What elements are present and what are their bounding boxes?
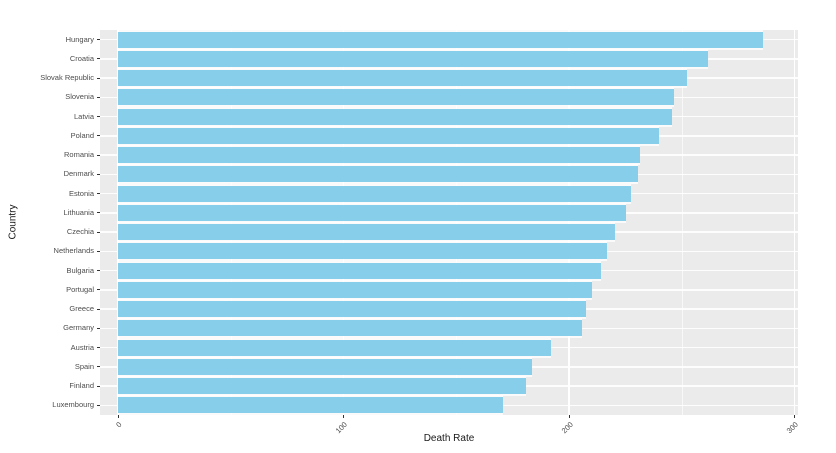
y-tick-label: Spain bbox=[74, 361, 94, 371]
y-tick-mark bbox=[96, 347, 100, 349]
plot-panel bbox=[100, 30, 798, 415]
bar-romania bbox=[118, 147, 640, 164]
y-tick-mark bbox=[96, 193, 100, 195]
y-tick-label: Lithuania bbox=[63, 207, 94, 217]
bar-row bbox=[100, 223, 798, 242]
bar-finland bbox=[118, 378, 527, 395]
bar-austria bbox=[118, 339, 551, 356]
minor-gridline bbox=[230, 30, 232, 415]
x-tick-label-text: 0 bbox=[114, 420, 124, 430]
bar-greece bbox=[118, 301, 586, 318]
y-tick-mark bbox=[96, 39, 100, 41]
bar-row bbox=[100, 30, 798, 49]
bar-row bbox=[100, 146, 798, 165]
bar-spain bbox=[118, 358, 533, 375]
bar-slovenia bbox=[118, 89, 674, 106]
bar-lithuania bbox=[118, 204, 626, 221]
minor-gridline bbox=[681, 30, 683, 415]
major-gridline bbox=[342, 30, 345, 415]
y-tick-label: Portugal bbox=[66, 284, 94, 294]
x-tick-mark bbox=[568, 415, 570, 418]
y-tick-label: Netherlands bbox=[53, 246, 94, 256]
bar-latvia bbox=[118, 108, 672, 125]
y-tick-mark bbox=[96, 231, 100, 233]
x-tick-mark bbox=[794, 415, 796, 418]
minor-gridline bbox=[456, 30, 458, 415]
bar-portugal bbox=[118, 281, 593, 298]
y-tick-label: Romania bbox=[63, 150, 94, 160]
bar-row bbox=[100, 319, 798, 338]
bar-czechia bbox=[118, 224, 616, 241]
bar-row bbox=[100, 126, 798, 145]
x-tick-mark bbox=[117, 415, 119, 418]
bar-estonia bbox=[118, 185, 632, 202]
y-tick-label: Poland bbox=[70, 130, 94, 140]
y-tick-mark bbox=[96, 96, 100, 98]
y-tick-mark bbox=[96, 366, 100, 368]
x-axis-title: Death Rate bbox=[423, 433, 475, 444]
bar-row bbox=[100, 203, 798, 222]
y-tick-label: Germany bbox=[63, 323, 94, 333]
bar-row bbox=[100, 242, 798, 261]
y-tick-mark bbox=[96, 385, 100, 387]
bar-netherlands bbox=[118, 243, 608, 260]
major-gridline bbox=[117, 30, 119, 415]
y-axis-title: Country bbox=[7, 204, 19, 240]
bar-row bbox=[100, 165, 798, 184]
x-tick-mark bbox=[343, 415, 344, 418]
y-tick-label: Slovak Republic bbox=[40, 73, 94, 83]
bar-hungary bbox=[118, 31, 763, 48]
y-tick-label: Finland bbox=[69, 381, 94, 391]
major-gridline bbox=[568, 30, 570, 415]
bar-row bbox=[100, 88, 798, 107]
y-tick-label: Slovenia bbox=[65, 92, 94, 102]
y-tick-mark bbox=[96, 327, 100, 329]
bar-croatia bbox=[118, 50, 708, 67]
bar-row bbox=[100, 261, 798, 280]
y-tick-label: Luxembourg bbox=[52, 400, 94, 410]
bar-row bbox=[100, 280, 798, 299]
y-tick-label: Estonia bbox=[68, 188, 94, 198]
bar-denmark bbox=[118, 166, 639, 183]
y-tick-mark bbox=[96, 404, 100, 406]
bar-bulgaria bbox=[118, 262, 602, 279]
y-tick-mark bbox=[96, 173, 100, 175]
bar-row bbox=[100, 49, 798, 68]
bar-poland bbox=[118, 127, 660, 144]
y-tick-label: Czechia bbox=[66, 227, 94, 237]
bar-row bbox=[100, 300, 798, 319]
y-tick-mark bbox=[96, 154, 100, 156]
bar-row bbox=[100, 396, 798, 415]
y-tick-label: Croatia bbox=[69, 53, 94, 63]
y-tick-mark bbox=[96, 135, 100, 137]
bar-row bbox=[100, 377, 798, 396]
bar-row bbox=[100, 107, 798, 126]
bar-row bbox=[100, 338, 798, 357]
y-tick-mark bbox=[96, 289, 100, 291]
y-tick-label: Bulgaria bbox=[66, 265, 94, 275]
y-tick-mark bbox=[96, 77, 100, 79]
bar-row bbox=[100, 357, 798, 376]
y-tick-mark bbox=[96, 250, 100, 252]
y-tick-mark bbox=[96, 116, 100, 118]
bar-row bbox=[100, 184, 798, 203]
bar-row bbox=[100, 69, 798, 88]
y-tick-label: Austria bbox=[70, 342, 94, 352]
y-tick-label: Denmark bbox=[63, 169, 94, 179]
y-tick-mark bbox=[96, 58, 100, 60]
y-tick-label: Hungary bbox=[65, 34, 94, 44]
y-tick-mark bbox=[96, 308, 100, 310]
bar-slovak-republic bbox=[118, 70, 688, 87]
y-tick-label: Greece bbox=[69, 304, 94, 314]
y-tick-mark bbox=[96, 270, 100, 272]
y-tick-label: Latvia bbox=[73, 111, 94, 121]
bar-luxembourg bbox=[118, 397, 503, 414]
major-gridline bbox=[793, 30, 796, 415]
y-tick-mark bbox=[96, 212, 100, 214]
bar-germany bbox=[118, 320, 583, 337]
